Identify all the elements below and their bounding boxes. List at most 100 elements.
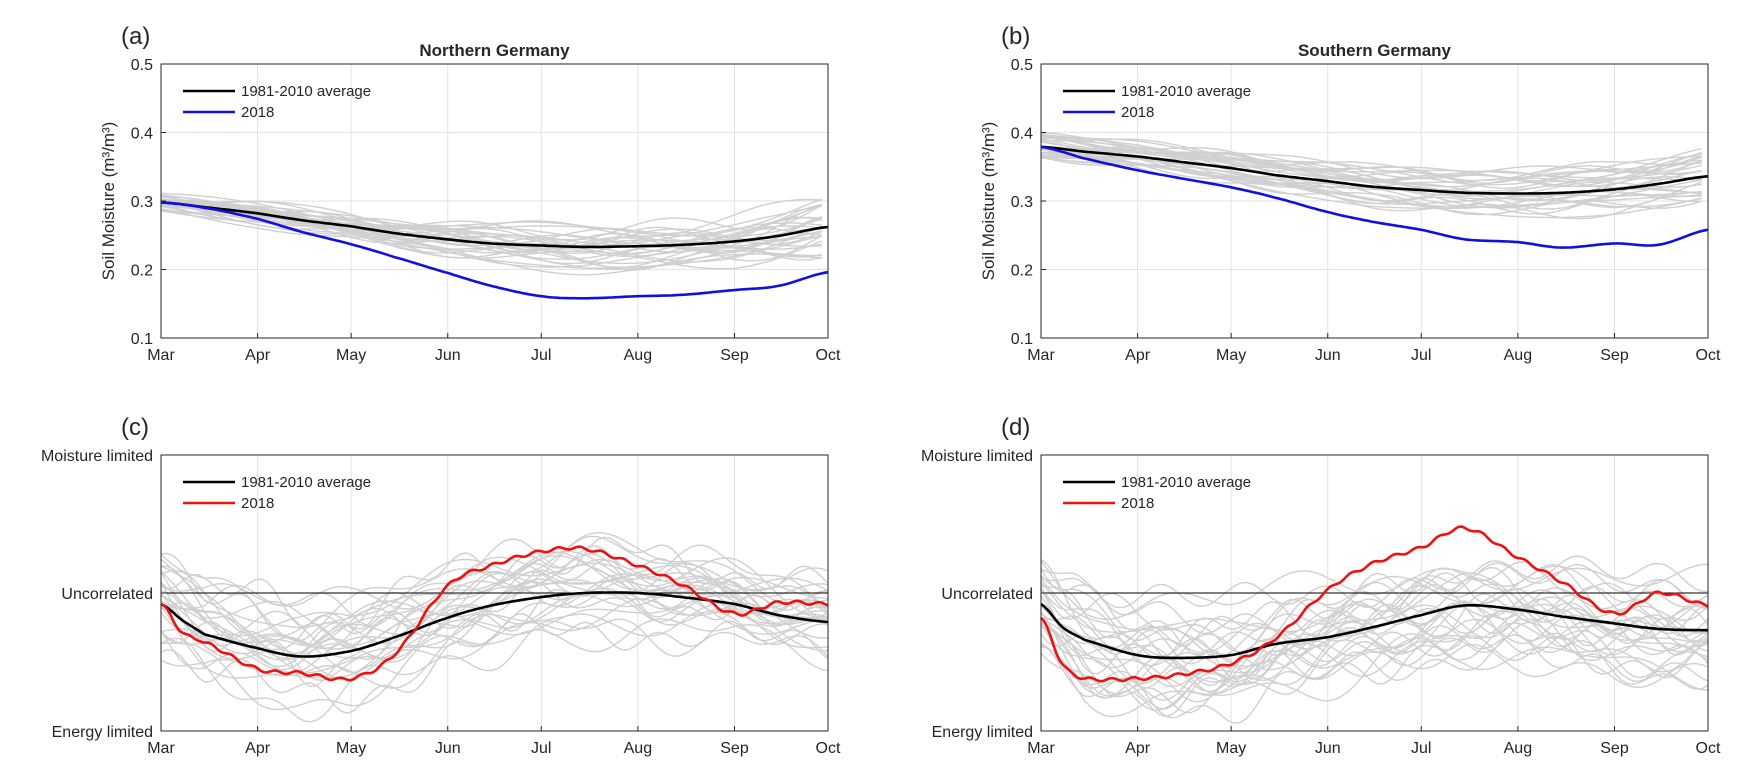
y-tick-label: Uncorrelated [941, 586, 1033, 603]
ensemble-line [160, 558, 829, 637]
y-tick-label: 0.3 [1011, 194, 1033, 211]
ensemble-line [1040, 602, 1708, 693]
ensemble-line [160, 578, 829, 688]
ensemble-c [160, 531, 829, 723]
ensemble-line [1040, 149, 1702, 197]
x-tick-label: Mar [147, 740, 175, 757]
x-tick-label: Sep [720, 740, 749, 757]
series-average-b [1040, 145, 1709, 195]
ensemble-line [1040, 156, 1702, 220]
ensemble-line [1040, 555, 1709, 609]
y-tick-label: 0.5 [1011, 57, 1033, 74]
x-tick-label: Aug [624, 740, 652, 757]
x-tick-label: Aug [1504, 740, 1532, 757]
ensemble-a [160, 192, 823, 276]
series-average-d [1040, 602, 1709, 660]
series-average-a [160, 201, 829, 249]
panel-a: Mar Apr May Jun Jul Aug Sep Oct 0.1 0.2 0.3 0.4 0.5 S… [99, 23, 841, 364]
x-tick-label: Jul [531, 740, 551, 757]
x-tick-label: Jul [531, 347, 551, 364]
ensemble-line [160, 535, 829, 642]
x-tick-label: Sep [1600, 740, 1629, 757]
ensemble-line [160, 618, 829, 723]
ensemble-line [1040, 613, 1709, 718]
panel-c: Mar Apr May Jun Jul Aug Sep Oct Energy limited Un… [41, 414, 841, 757]
series-2018-d [1040, 525, 1709, 683]
chart-title: Northern Germany [419, 41, 570, 60]
panel-label: (c) [121, 414, 149, 441]
ensemble-line [160, 198, 823, 241]
legend-entry: 2018 [1121, 104, 1154, 121]
legend-entry: 1981-2010 average [241, 474, 371, 491]
ensemble-line [1040, 156, 1702, 208]
ensemble-line [1040, 560, 1709, 620]
y-tick-label: 0.3 [131, 194, 153, 211]
ensemble-line [160, 209, 823, 270]
x-tick-label: Oct [816, 740, 841, 757]
ensemble-line [1040, 626, 1709, 714]
ensemble-line [1040, 592, 1709, 680]
x-tick-label: Jul [1411, 740, 1431, 757]
legend-entry: 1981-2010 average [1121, 83, 1251, 100]
y-tick-label: 0.2 [131, 263, 153, 280]
ensemble-line [160, 200, 822, 249]
x-tick-label: Jul [1411, 347, 1431, 364]
y-tick-label: Moisture limited [921, 448, 1033, 465]
ensemble-b [1040, 131, 1703, 220]
panel-b: Mar Apr May Jun Jul Aug Sep Oct 0.1 0.2 0.3 0.4 0.5 S… [979, 23, 1721, 364]
x-tick-label: Jun [1315, 740, 1341, 757]
grid-a [161, 64, 828, 338]
legend-d: 1981-2010 average 2018 [1063, 474, 1251, 512]
ensemble-line [160, 551, 829, 647]
ensemble-line [160, 205, 822, 270]
ensemble-line [1040, 565, 1709, 633]
x-tick-label: Mar [147, 347, 175, 364]
ensemble-line [160, 201, 822, 255]
ensemble-line [1040, 138, 1702, 182]
ensemble-line [1040, 589, 1709, 669]
series-2018-c [160, 545, 829, 682]
ensemble-line [1040, 633, 1709, 724]
y-tick-label: 0.1 [131, 331, 153, 348]
ensemble-line [1040, 588, 1709, 689]
x-tick-label: Jun [1315, 347, 1341, 364]
panel-label: (d) [1001, 414, 1030, 441]
y-tick-label: 0.4 [1011, 126, 1033, 143]
x-tick-label: Apr [1125, 740, 1151, 757]
ensemble-line [1040, 135, 1702, 190]
ensemble-line [1040, 595, 1709, 688]
legend-entry: 2018 [241, 104, 274, 121]
x-tick-label: Jun [435, 740, 461, 757]
ensemble-line [160, 559, 829, 652]
legend-entry: 2018 [241, 495, 274, 512]
x-tick-label: May [336, 347, 366, 364]
ensemble-line [160, 538, 829, 627]
x-tick-label: Apr [1125, 347, 1151, 364]
ensemble-line [1040, 562, 1709, 636]
ensemble-line [1040, 596, 1709, 685]
y-axis-label: Soil Moisture (m³/m³) [99, 122, 118, 281]
ensemble-line [1040, 623, 1709, 718]
legend-entry: 2018 [1121, 495, 1154, 512]
y-tick-label: 0.4 [131, 126, 153, 143]
ensemble-line [160, 580, 829, 671]
x-tick-label: Apr [245, 740, 271, 757]
series-2018-b [1040, 145, 1709, 249]
x-tick-label: May [1216, 347, 1246, 364]
x-tick-label: Aug [1504, 347, 1532, 364]
panel-label: (a) [121, 23, 150, 50]
ensemble-line [1040, 583, 1709, 649]
ensemble-d [1040, 555, 1709, 724]
x-tick-label: Oct [1696, 347, 1721, 364]
y-tick-label: Moisture limited [41, 448, 153, 465]
y-tick-label: 0.1 [1011, 331, 1033, 348]
y-axis-label: Soil Moisture (m³/m³) [979, 122, 998, 281]
grid-b [1041, 64, 1708, 338]
ensemble-line [1040, 568, 1709, 657]
ensemble-line [160, 618, 829, 711]
panel-label: (b) [1001, 23, 1030, 50]
x-tick-label: Sep [1600, 347, 1629, 364]
legend-entry: 1981-2010 average [1121, 474, 1251, 491]
y-tick-label: Energy limited [932, 724, 1033, 741]
